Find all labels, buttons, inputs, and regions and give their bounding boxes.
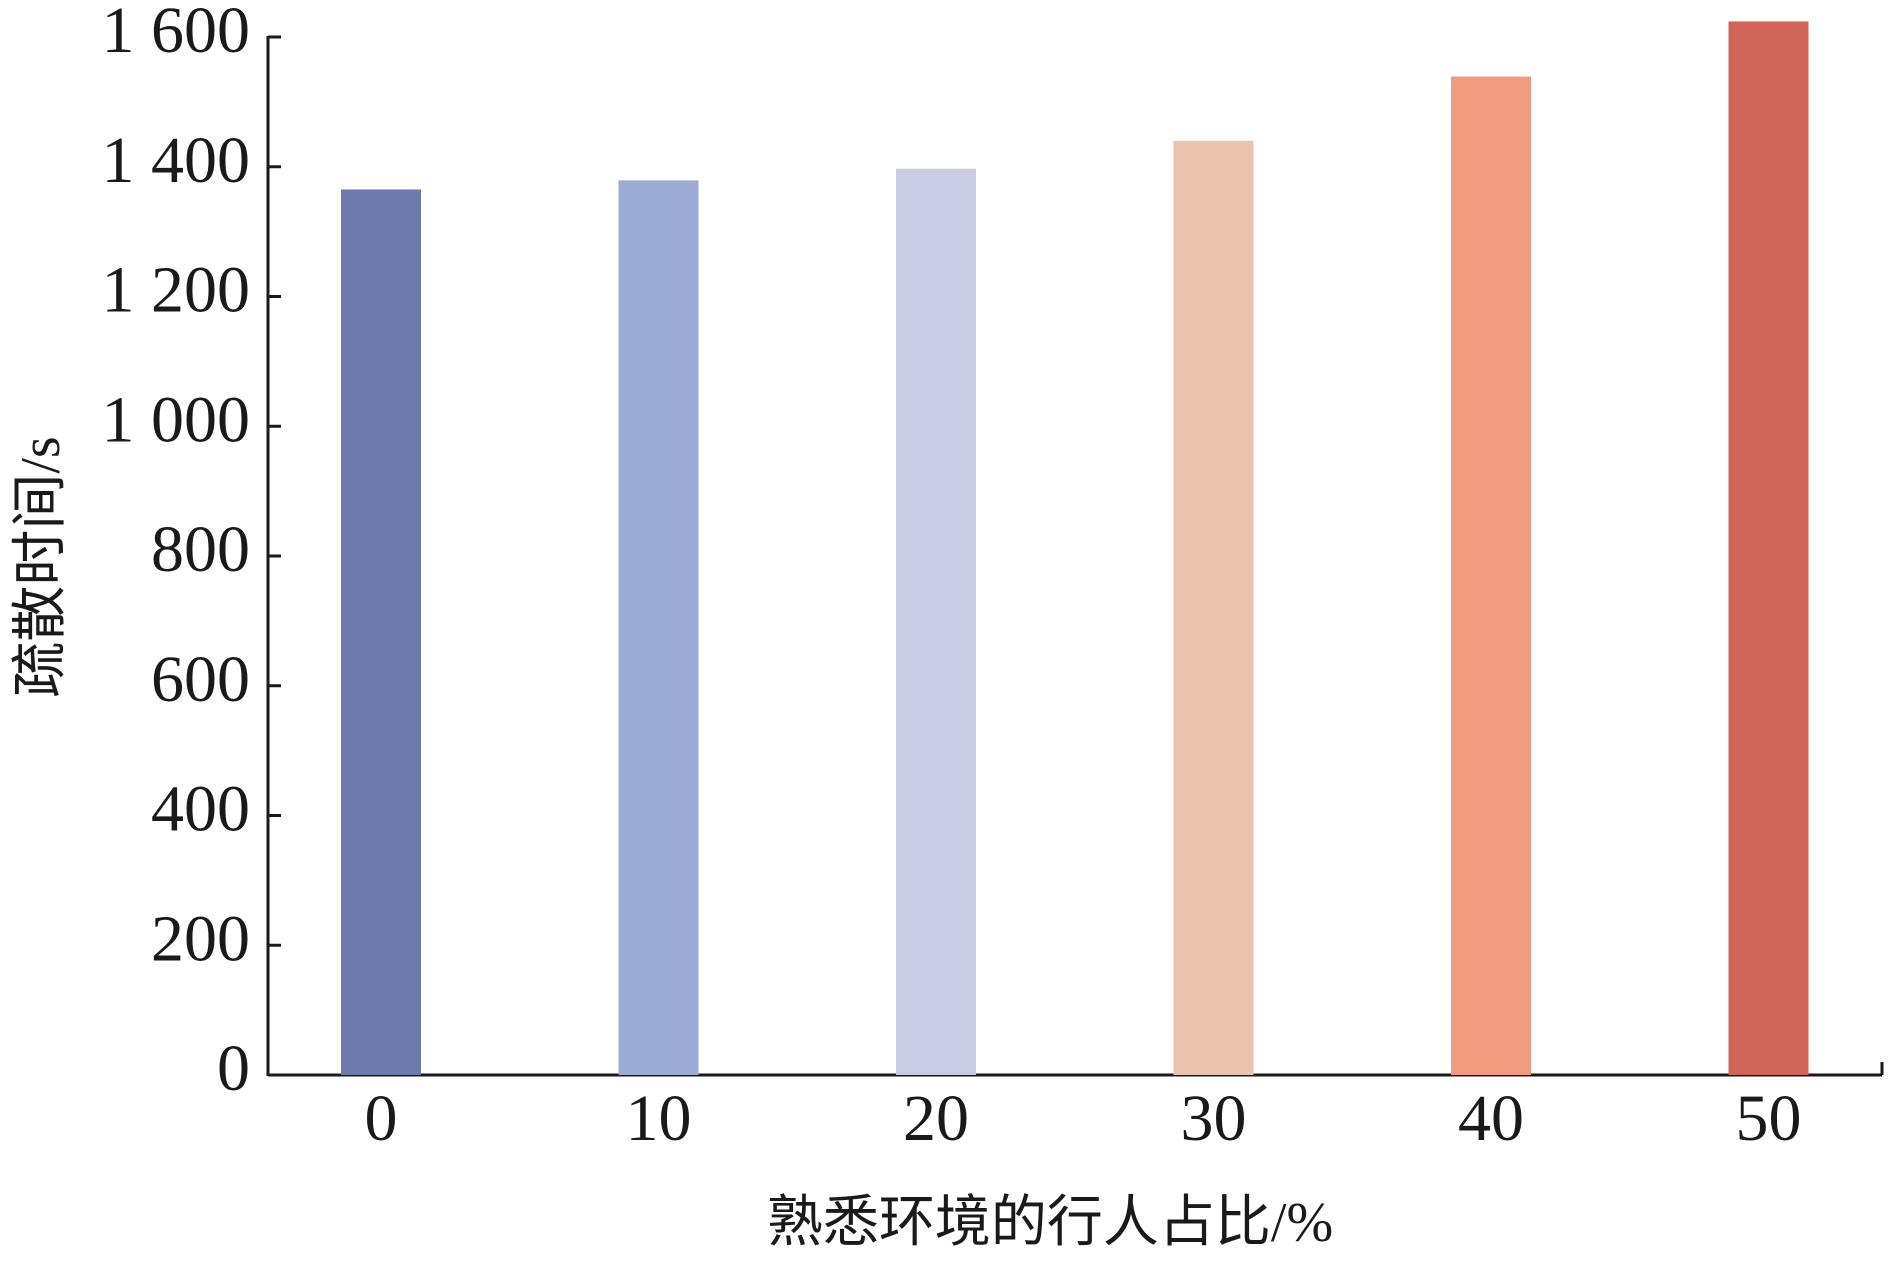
x-tick-label: 10 xyxy=(626,1082,692,1155)
y-tick-label: 1 400 xyxy=(102,124,251,197)
y-tick-label: 1 200 xyxy=(102,254,251,327)
bar xyxy=(1728,21,1809,1075)
x-tick-label: 50 xyxy=(1736,1082,1802,1155)
bar xyxy=(341,189,421,1076)
y-tick-label: 400 xyxy=(151,773,250,846)
y-tick-label: 200 xyxy=(151,902,250,975)
bar xyxy=(896,168,976,1076)
y-tick-label: 800 xyxy=(151,513,250,586)
bar xyxy=(618,180,699,1075)
y-axis-title: 疏散时间/s xyxy=(10,436,72,697)
y-tick-label: 0 xyxy=(217,1032,250,1105)
x-tick-label: 30 xyxy=(1181,1082,1247,1155)
y-tick-label: 1 000 xyxy=(102,383,251,456)
y-tick-label: 1 600 xyxy=(102,0,251,67)
x-tick-label: 0 xyxy=(365,1082,398,1155)
x-axis-title: 熟悉环境的行人占比/% xyxy=(767,1192,1333,1254)
bar xyxy=(1173,140,1254,1076)
x-tick-label: 20 xyxy=(903,1082,969,1155)
y-tick-label: 600 xyxy=(151,643,250,716)
bar xyxy=(1451,76,1531,1076)
x-tick-label: 40 xyxy=(1458,1082,1524,1155)
